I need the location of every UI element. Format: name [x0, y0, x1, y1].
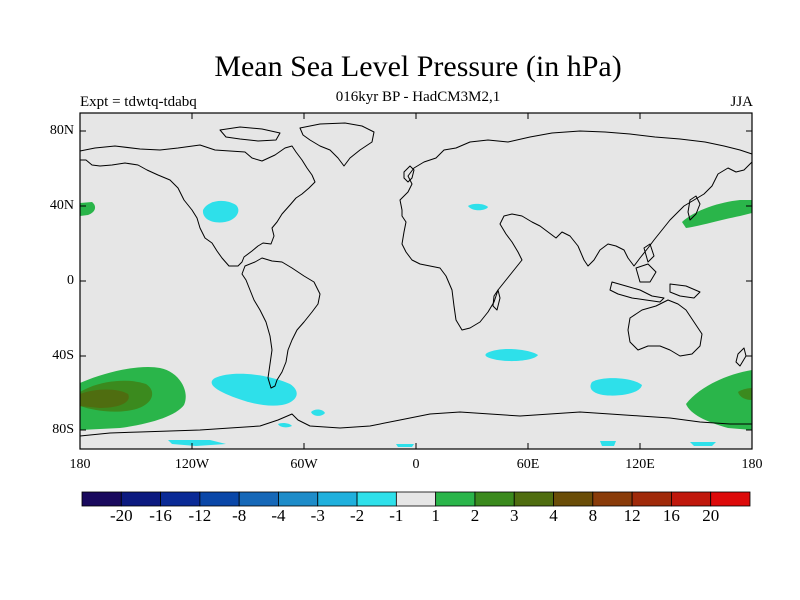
negative-region-south-atlantic: [485, 348, 538, 362]
lon-label-180w: 180: [69, 457, 91, 472]
negative-region-antarctic-1: [168, 440, 226, 446]
lon-label-0: 0: [412, 457, 420, 472]
colorbar-swatch: [160, 491, 201, 507]
colorbar-swatch: [671, 491, 712, 507]
colorbar-label: -3: [310, 506, 325, 525]
colorbar-swatch: [592, 491, 633, 507]
colorbar-swatch: [474, 491, 515, 507]
coastline-new-zealand: [735, 347, 747, 367]
colorbar-label: -4: [271, 506, 286, 525]
colorbar-label: 4: [549, 506, 558, 525]
coastline-north-america: [79, 144, 316, 267]
lon-label-60w: 60W: [290, 457, 318, 472]
colorbar-swatch: [317, 491, 358, 507]
coastline-indonesia: [609, 281, 665, 303]
lat-label-0: 0: [67, 273, 74, 288]
colorbar-label: 3: [509, 506, 519, 525]
lon-label-120e: 120E: [625, 457, 655, 472]
positive-region-north-pacific-west: [682, 200, 752, 228]
negative-region-south-pacific: [211, 373, 297, 406]
coastline-japan: [687, 195, 701, 221]
map-subtitle: 016kyr BP - HadCM3M2,1: [335, 89, 501, 105]
colorbar-swatch: [81, 491, 122, 507]
season-label: JJA: [730, 94, 753, 110]
coastline-arctic-islands: [219, 126, 281, 142]
lon-label-120w: 120W: [174, 457, 210, 472]
colorbar-label: 20: [702, 506, 720, 525]
negative-region-antarctic-4: [600, 441, 616, 446]
colorbar-swatch: [199, 491, 240, 507]
axis-ticks: [80, 113, 752, 449]
positive-region-south-pacific-east: [686, 370, 752, 430]
lat-label-80s: 80S: [52, 422, 74, 437]
map-title: Mean Sea Level Pressure (in hPa): [214, 50, 622, 83]
coastline-eurasia-africa: [399, 130, 753, 331]
colorbar-swatch: [435, 491, 476, 507]
colorbar-swatch: [513, 491, 554, 507]
colorbar-swatch: [238, 491, 279, 507]
lon-label-180e: 180: [741, 457, 763, 472]
colorbar-swatch: [710, 491, 751, 507]
lat-label-80n: 80N: [49, 123, 74, 138]
lon-label-60e: 60E: [516, 457, 540, 472]
colorbar-swatch: [395, 491, 437, 507]
colorbar-label: -2: [349, 506, 365, 525]
coastline-australia: [627, 299, 703, 357]
colorbar-label: 1: [431, 506, 440, 525]
colorbar-label: -16: [149, 506, 172, 525]
colorbar-label: 12: [623, 506, 641, 525]
positive-region-south-pacific-east-core: [738, 388, 752, 400]
negative-region-antarctic-2: [278, 422, 292, 428]
colorbar-label: 8: [588, 506, 598, 525]
colorbar-label: -12: [188, 506, 212, 525]
coastline-british-isles: [403, 165, 415, 183]
colorbar-swatch: [356, 491, 397, 507]
negative-region-small-south: [311, 409, 325, 416]
negative-region-south-indian: [590, 378, 642, 396]
colorbar-label: 2: [470, 506, 480, 525]
coastline-greenland: [299, 122, 375, 167]
coastline-philippines: [643, 243, 655, 263]
coastline-new-guinea: [669, 283, 701, 299]
colorbar-swatch: [120, 491, 161, 507]
positive-region-south-pacific-west-max: [80, 389, 129, 408]
colorbar-swatch: [553, 491, 594, 507]
anomaly-fills: [80, 200, 752, 447]
coastlines: [79, 122, 753, 437]
negative-region-north-america: [202, 200, 239, 223]
colorbar-label: -8: [232, 506, 247, 525]
colorbar-swatch: [631, 491, 672, 507]
coastline-madagascar: [492, 289, 501, 311]
colorbar-label: -20: [109, 506, 133, 525]
coastline-antarctica: [79, 411, 752, 437]
negative-region-mediterranean: [468, 203, 488, 211]
colorbar-swatch: [278, 491, 319, 507]
negative-region-antarctic-3: [396, 444, 414, 447]
lat-label-40n: 40N: [49, 198, 74, 213]
colorbar: [81, 491, 751, 507]
negative-region-antarctic-5: [690, 442, 716, 446]
coastline-borneo: [635, 263, 657, 283]
colorbar-label: -1: [389, 506, 404, 525]
lat-label-40s: 40S: [52, 348, 74, 363]
experiment-label: Expt = tdwtq-tdabq: [80, 94, 197, 110]
coastline-south-america: [241, 257, 321, 389]
colorbar-label: 16: [662, 506, 680, 525]
